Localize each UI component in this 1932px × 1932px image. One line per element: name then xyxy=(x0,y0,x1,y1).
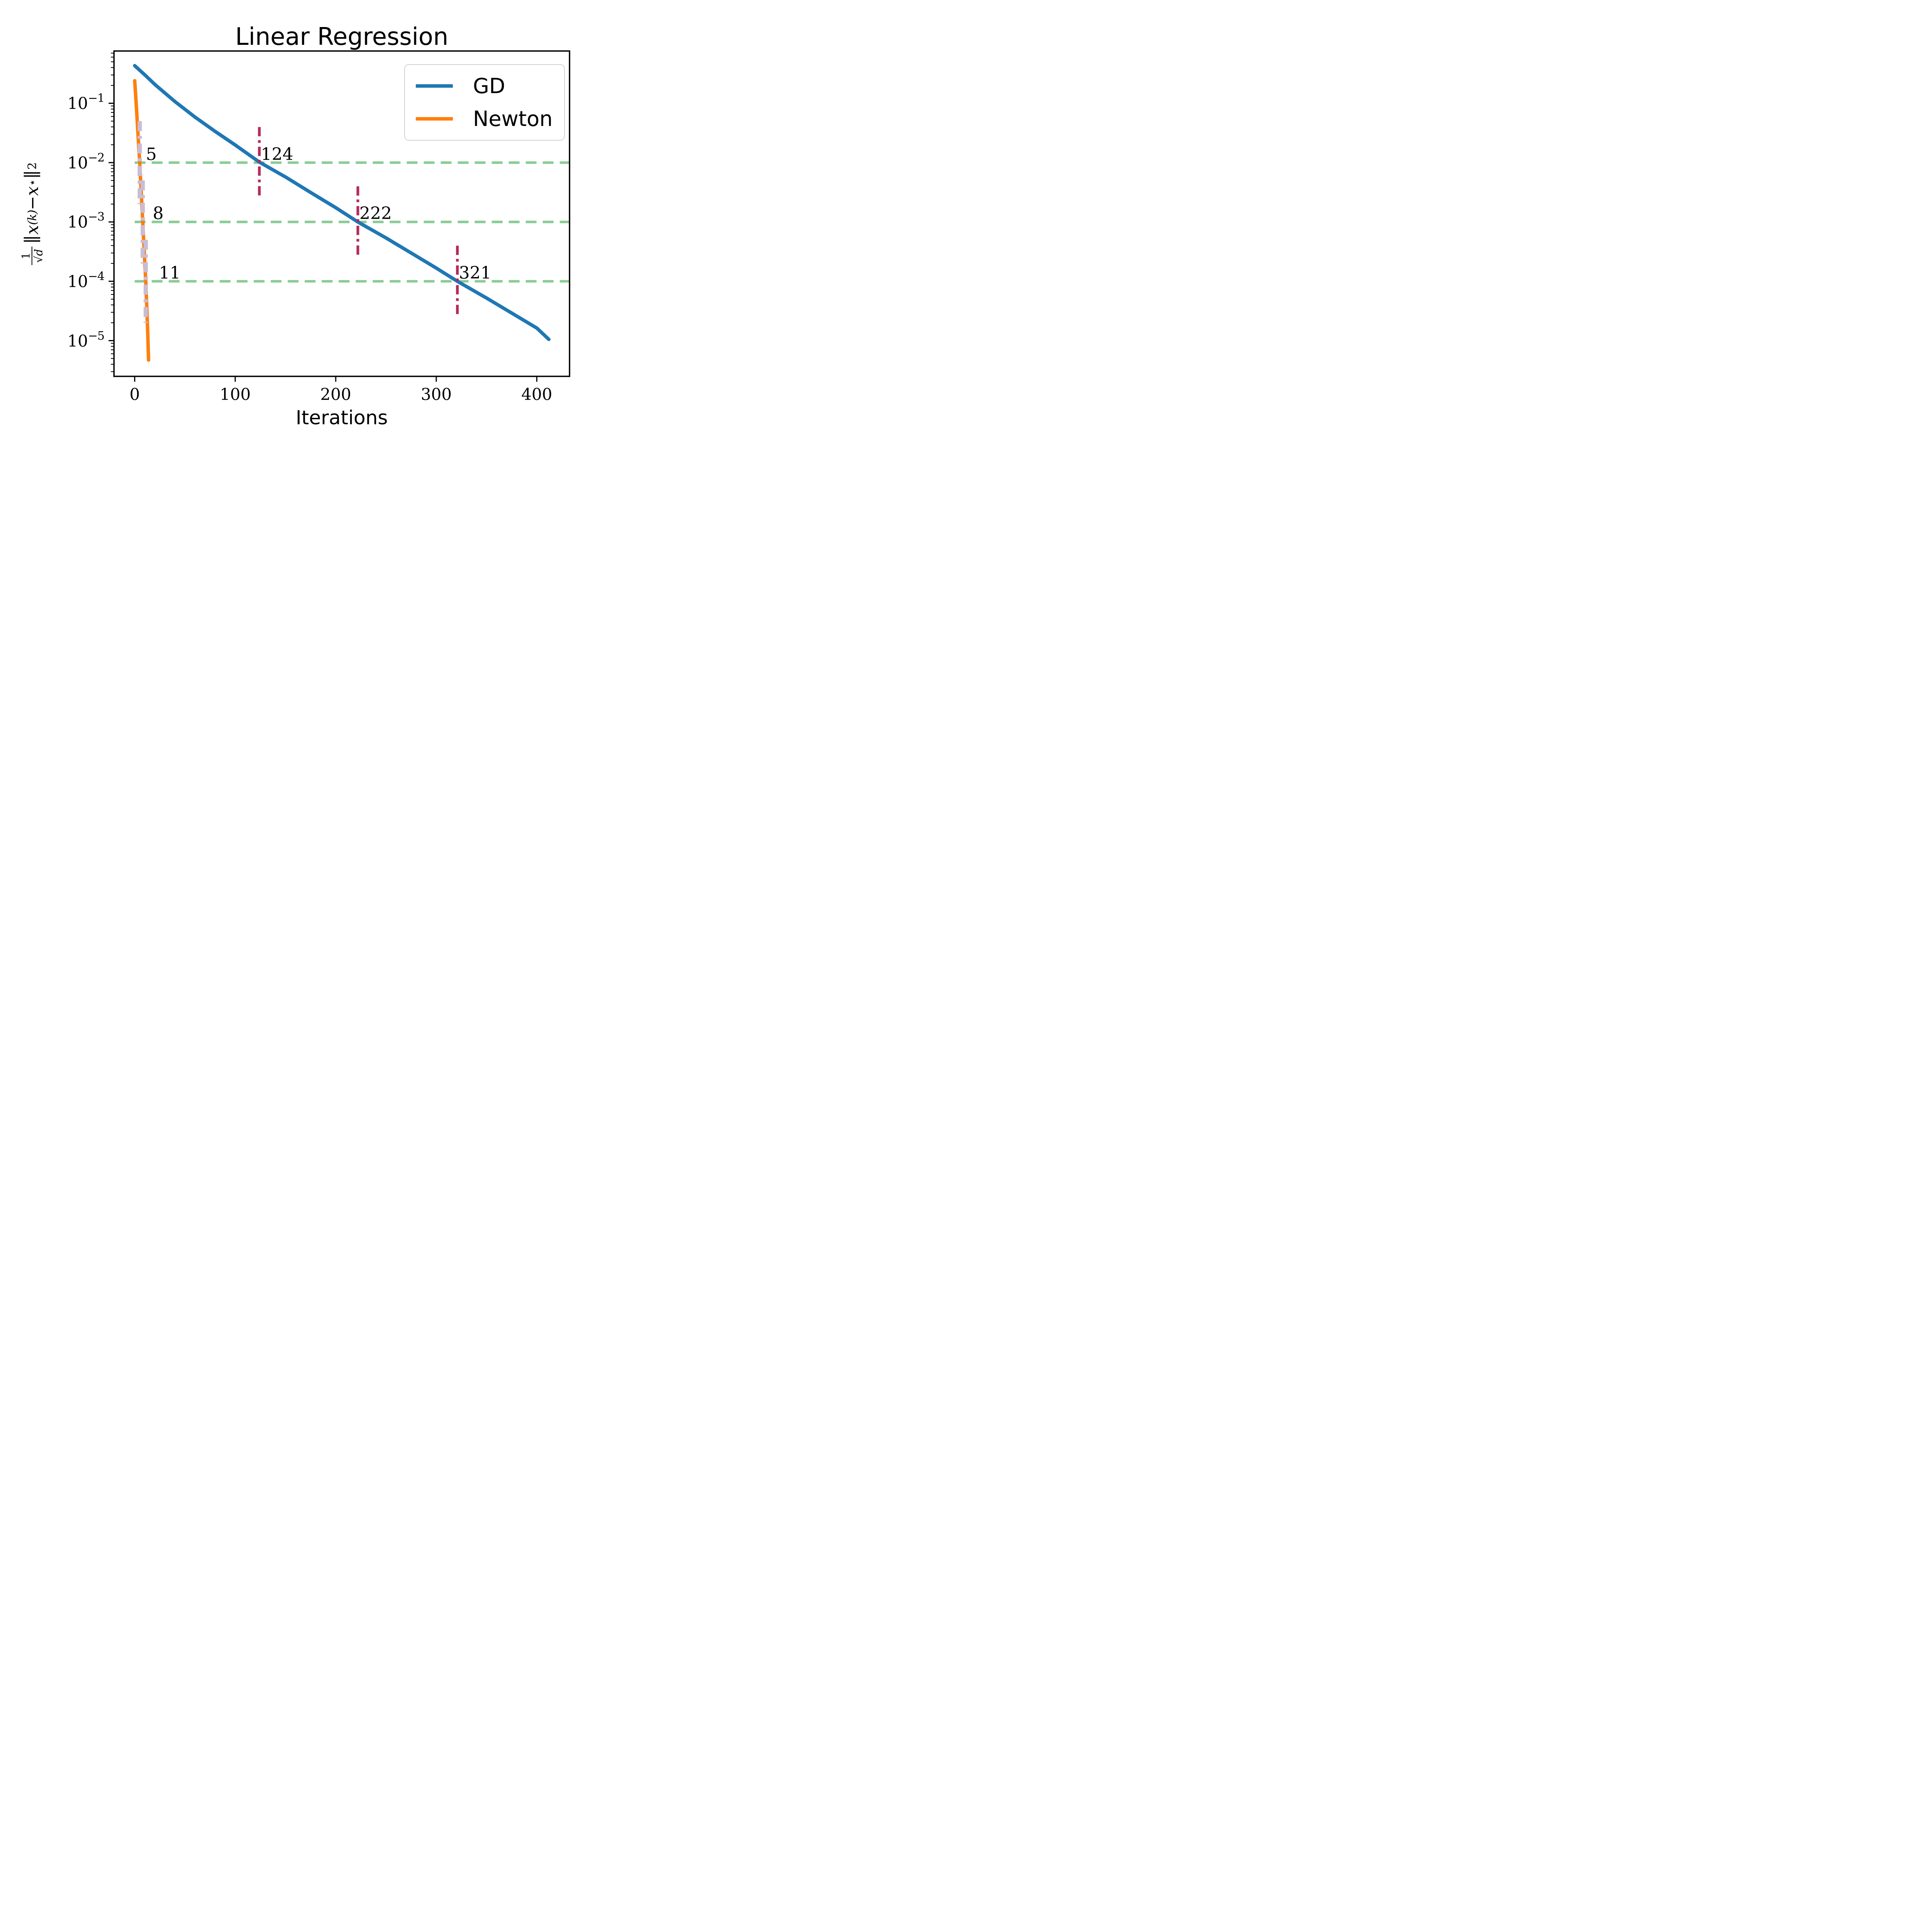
gd-line xyxy=(133,64,551,341)
legend-label-newton: Newton xyxy=(473,107,553,131)
y-tick-label: 10−2 xyxy=(46,151,105,172)
crossing-annotation: 5 xyxy=(146,144,157,164)
legend-entry-newton: Newton xyxy=(405,107,564,131)
y-tick-base: 10 xyxy=(67,94,88,113)
newton-line-swatch xyxy=(416,117,453,121)
x-axis-label: Iterations xyxy=(296,406,388,429)
y-axis-label: 1 √d ∥ x (k) − x ⋆ ∥ 2 xyxy=(20,162,45,265)
chart-title: Linear Regression xyxy=(235,22,449,51)
radicand: d xyxy=(32,249,45,256)
legend-entry-gd: GD xyxy=(405,74,564,98)
y-tick-label: 10−4 xyxy=(46,269,105,291)
y-tick-label: 10−1 xyxy=(46,92,105,113)
minus-sign: − xyxy=(22,196,43,210)
fraction-one-over-sqrt-d: 1 √d xyxy=(20,247,45,265)
x-tick-label: 100 xyxy=(219,385,251,404)
crossing-annotation: 222 xyxy=(359,204,392,224)
superscript-k: (k) xyxy=(26,210,39,225)
norm-close: ∥ xyxy=(22,170,43,179)
x-tick-label: 0 xyxy=(129,385,140,404)
y-tick-label: 10−3 xyxy=(46,210,105,232)
newton-line xyxy=(133,79,150,362)
superscript-star: ⋆ xyxy=(26,179,39,186)
crossing-annotation: 321 xyxy=(459,263,492,283)
y-tick-exponent: −4 xyxy=(88,269,105,283)
crossing-annotation: 11 xyxy=(159,263,181,283)
legend-label-gd: GD xyxy=(473,73,505,98)
y-tick-base: 10 xyxy=(67,331,88,350)
crossing-annotation: 124 xyxy=(261,144,294,164)
y-tick-exponent: −5 xyxy=(88,329,105,343)
x-star-variable: x xyxy=(22,186,43,196)
subscript-2: 2 xyxy=(26,162,39,170)
plot-area xyxy=(109,50,570,382)
crossing-annotation: 8 xyxy=(153,204,164,224)
y-tick-label: 10−5 xyxy=(46,329,105,350)
y-tick-base: 10 xyxy=(67,153,88,172)
axes-spines xyxy=(113,50,570,377)
radical-sign: √ xyxy=(32,256,45,263)
x-tick-label: 300 xyxy=(420,385,452,404)
x-tick-label: 400 xyxy=(521,385,553,404)
y-tick-exponent: −1 xyxy=(88,92,105,105)
fraction-numerator: 1 xyxy=(19,252,32,260)
gd-line-swatch xyxy=(416,84,453,88)
y-tick-base: 10 xyxy=(67,272,88,291)
y-tick-exponent: −2 xyxy=(88,151,105,165)
legend: GD Newton xyxy=(404,64,565,141)
y-tick-exponent: −3 xyxy=(88,210,105,224)
x-k-variable: x xyxy=(22,225,43,235)
figure: Linear Regression 1 √d ∥ x (k) − x ⋆ ∥ 2 Iterat… xyxy=(0,0,594,445)
y-tick-base: 10 xyxy=(67,213,88,232)
fraction-denominator: √d xyxy=(32,247,45,265)
norm-open: ∥ xyxy=(22,235,43,244)
x-tick-label: 200 xyxy=(320,385,351,404)
